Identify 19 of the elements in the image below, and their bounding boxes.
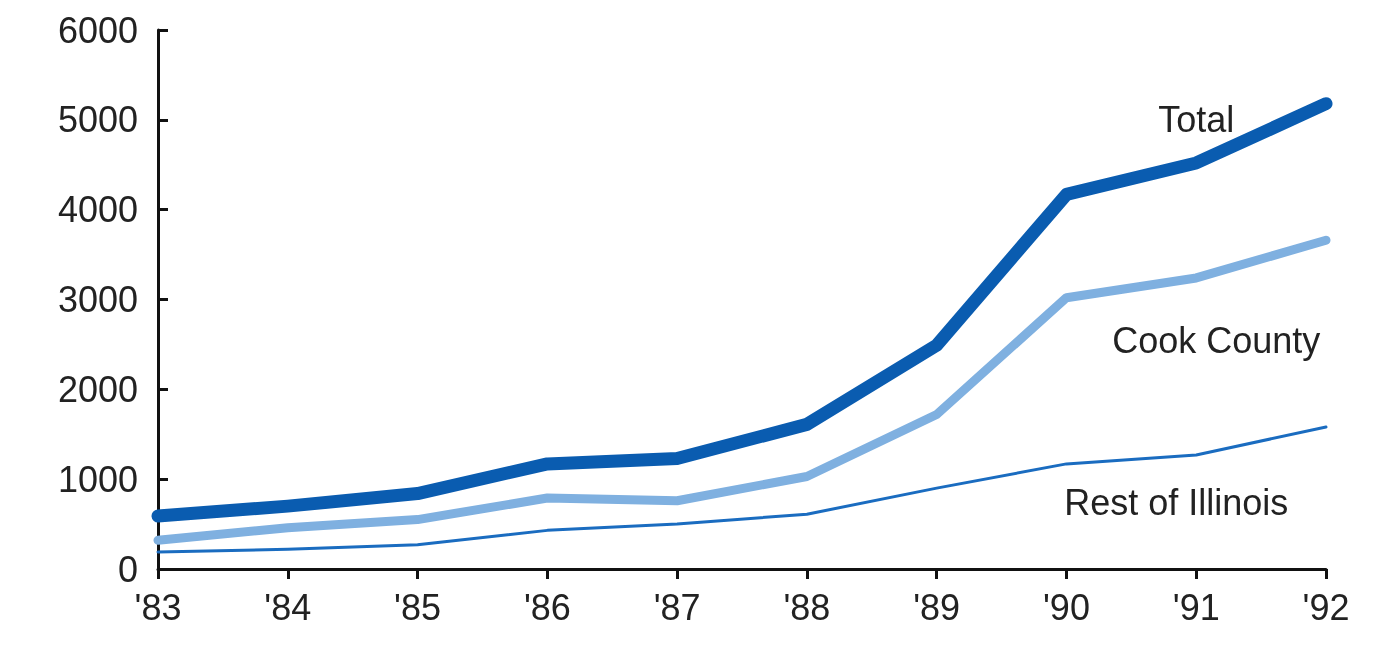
y-tick-label: 5000 [57, 99, 138, 141]
y-tick-label: 4000 [57, 189, 138, 231]
x-tick-label: '88 [783, 586, 831, 628]
y-tick-label: 1000 [57, 458, 138, 500]
x-tick-label: '87 [653, 586, 701, 628]
x-tick-label: '84 [264, 586, 312, 628]
series-label: Total [1158, 99, 1235, 141]
series-label: Cook County [1112, 320, 1321, 362]
y-tick-label: 6000 [57, 9, 138, 51]
x-tick-label: '90 [1042, 586, 1090, 628]
line-series [156, 425, 1328, 554]
x-tick-label: '86 [523, 586, 571, 628]
y-tick-label: 3000 [57, 279, 138, 320]
x-tick-label: '85 [394, 586, 442, 628]
x-tick-label: '92 [1302, 586, 1350, 628]
x-tick-label: '89 [913, 586, 961, 628]
x-tick-label: '91 [1172, 586, 1220, 628]
series-label: Rest of Illinois [1064, 482, 1289, 524]
y-tick-label: 2000 [57, 368, 138, 410]
